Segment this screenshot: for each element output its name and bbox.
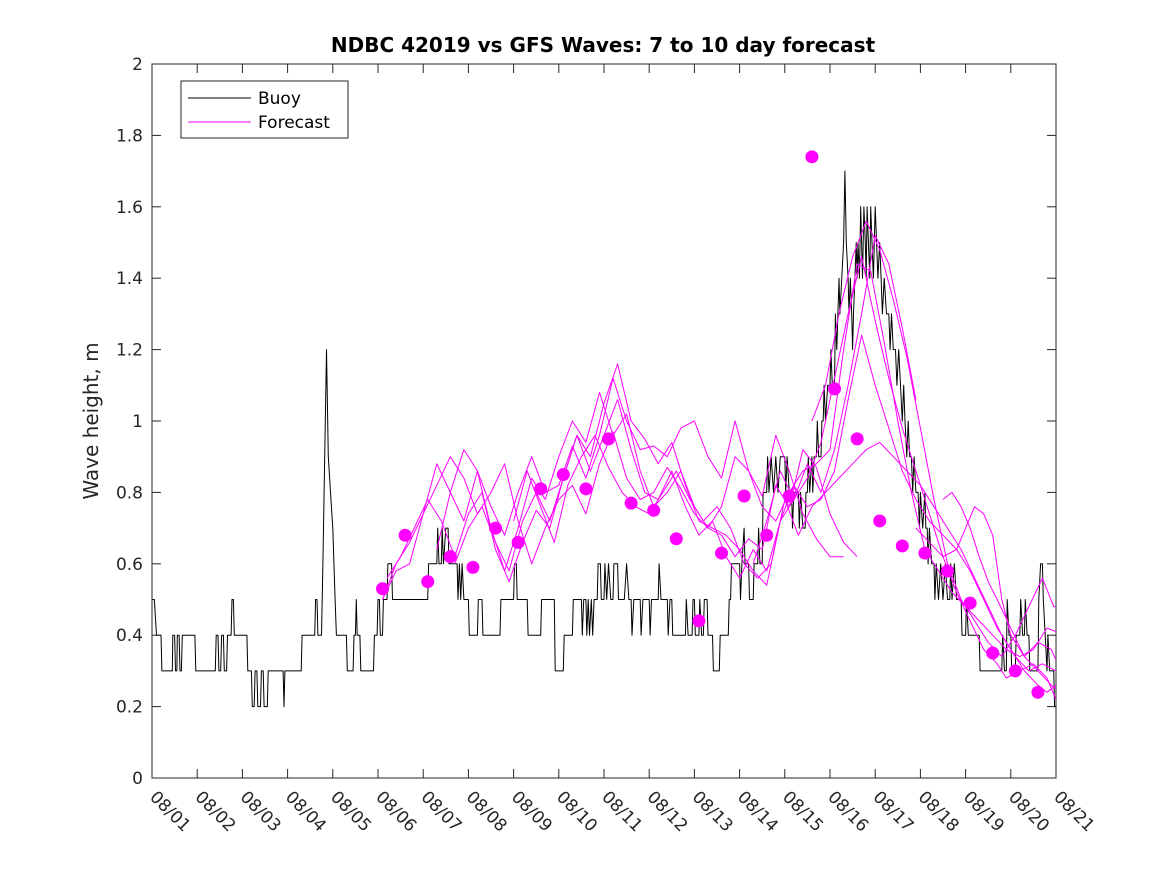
forecast-line [811, 220, 1056, 658]
forecast-marker [624, 496, 638, 510]
y-axis-label: Wave height, m [79, 342, 103, 499]
legend-label-forecast: Forecast [258, 113, 330, 133]
forecast-marker [715, 546, 729, 560]
forecast-marker [602, 432, 616, 446]
forecast-marker [647, 503, 661, 517]
forecast-line [942, 491, 1057, 690]
buoy-series [152, 170, 1056, 708]
y-tick-label: 2 [132, 55, 143, 75]
legend-label-buoy: Buoy [258, 89, 301, 109]
y-tick-label: 0.6 [116, 555, 143, 575]
y-tick-label: 0.8 [116, 483, 143, 503]
forecast-marker [376, 582, 390, 596]
y-tick-label: 1.2 [116, 341, 143, 361]
forecast-marker [895, 539, 909, 553]
forecast-marker [511, 535, 525, 549]
forecast-line [454, 334, 1057, 693]
forecast-line [382, 391, 858, 600]
y-tick-label: 1 [132, 412, 143, 432]
y-axis: 0 0.2 0.4 0.6 0.8 1 1.2 1.4 1.6 1.8 2 [116, 55, 1056, 789]
forecast-marker [986, 646, 1000, 660]
forecast-marker [534, 482, 548, 496]
forecast-line [386, 234, 917, 586]
y-tick-label: 0.2 [116, 698, 143, 718]
y-tick-label: 1.6 [116, 198, 143, 218]
forecast-marker [918, 546, 932, 560]
forecast-marker [760, 528, 774, 542]
forecast-marker [828, 382, 842, 396]
y-tick-label: 1.8 [116, 126, 143, 146]
forecast-marker [1008, 664, 1022, 678]
forecast-marker [692, 614, 706, 628]
forecast-marker [737, 489, 751, 503]
buoy-line [152, 170, 1056, 708]
forecast-line [436, 263, 1057, 658]
forecast-marker [873, 514, 887, 528]
forecast-marker [398, 528, 412, 542]
forecast-marker [963, 596, 977, 610]
forecast-marker [421, 575, 435, 589]
forecast-marker [579, 482, 593, 496]
forecast-marker [466, 560, 480, 574]
forecast-line [915, 506, 1057, 661]
y-tick-label: 0.4 [116, 626, 143, 646]
forecast-marker [941, 564, 955, 578]
y-tick-label: 1.4 [116, 269, 143, 289]
chart-title: NDBC 42019 vs GFS Waves: 7 to 10 day for… [331, 33, 876, 57]
forecast-line [382, 431, 844, 600]
forecast-marker [782, 489, 796, 503]
forecast-markers [376, 150, 1045, 699]
forecast-marker [805, 150, 819, 164]
y-tick-label: 0 [132, 769, 143, 789]
forecast-marker [489, 521, 503, 535]
forecast-marker [443, 550, 457, 564]
forecast-marker [669, 532, 683, 546]
forecast-marker [1031, 685, 1045, 699]
legend: Buoy Forecast [180, 80, 349, 139]
forecast-line [752, 256, 1057, 700]
forecast-marker [556, 468, 570, 482]
plot-area: 00.20.40.60.811.21.41.61.82 08/0108/0208… [116, 55, 1098, 836]
forecast-marker [850, 432, 864, 446]
legend-box [180, 80, 349, 139]
